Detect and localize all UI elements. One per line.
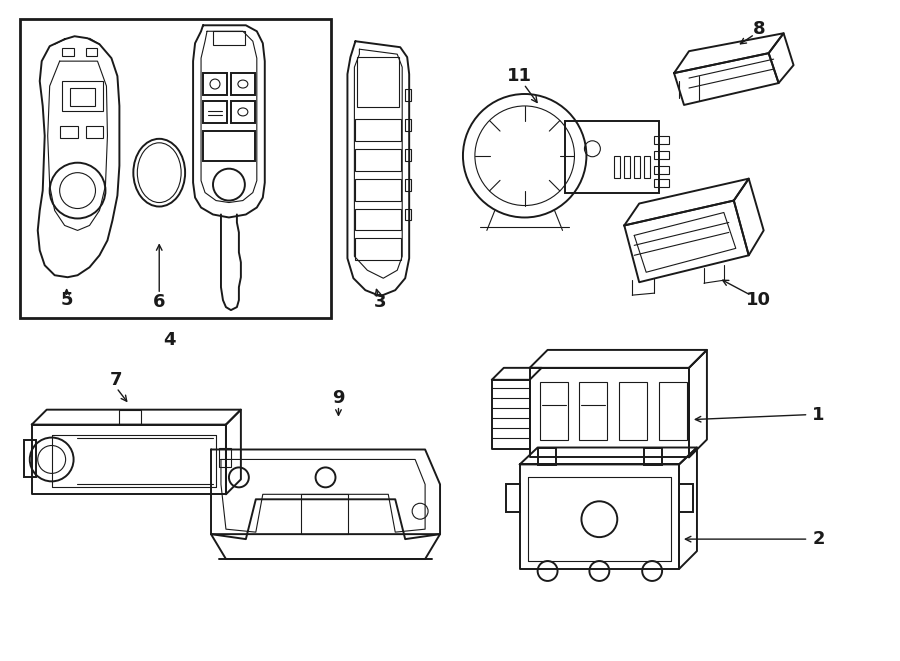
Bar bbox=[625, 156, 630, 178]
Bar bbox=[405, 119, 411, 131]
Text: 11: 11 bbox=[508, 67, 532, 85]
Text: 2: 2 bbox=[812, 530, 824, 548]
Bar bbox=[654, 136, 669, 144]
Bar bbox=[356, 239, 401, 260]
Bar bbox=[405, 178, 411, 190]
Bar bbox=[405, 208, 411, 221]
Bar bbox=[20, 19, 330, 318]
Text: 7: 7 bbox=[110, 371, 122, 389]
Bar bbox=[405, 149, 411, 161]
Text: 9: 9 bbox=[332, 389, 345, 407]
Text: 6: 6 bbox=[153, 293, 166, 311]
Bar bbox=[213, 31, 245, 45]
Bar bbox=[61, 81, 104, 111]
Bar bbox=[564, 121, 659, 192]
Bar bbox=[644, 447, 662, 465]
Bar bbox=[356, 119, 401, 141]
Text: 5: 5 bbox=[60, 291, 73, 309]
Bar bbox=[405, 89, 411, 101]
Bar bbox=[619, 382, 647, 440]
Bar bbox=[203, 73, 227, 95]
Bar bbox=[540, 382, 568, 440]
Text: 1: 1 bbox=[812, 406, 824, 424]
Bar bbox=[356, 178, 401, 200]
Bar bbox=[654, 151, 669, 159]
Bar bbox=[356, 208, 401, 231]
Bar bbox=[231, 101, 255, 123]
Bar bbox=[219, 447, 231, 467]
Text: 4: 4 bbox=[163, 331, 176, 349]
Bar bbox=[86, 126, 104, 137]
Bar bbox=[61, 48, 74, 56]
Text: 8: 8 bbox=[752, 20, 765, 38]
Bar bbox=[537, 447, 555, 465]
Bar bbox=[654, 166, 669, 174]
Bar bbox=[69, 88, 95, 106]
Bar bbox=[506, 485, 519, 512]
Bar bbox=[231, 73, 255, 95]
Bar bbox=[659, 382, 687, 440]
Bar bbox=[580, 382, 608, 440]
Bar bbox=[644, 156, 650, 178]
Bar bbox=[634, 156, 640, 178]
Bar bbox=[615, 156, 620, 178]
Bar bbox=[654, 178, 669, 186]
Text: 3: 3 bbox=[374, 293, 386, 311]
Bar bbox=[120, 410, 141, 424]
Bar bbox=[679, 485, 693, 512]
Bar bbox=[203, 131, 255, 161]
Bar bbox=[301, 494, 348, 534]
Text: 10: 10 bbox=[746, 291, 771, 309]
Bar bbox=[86, 48, 97, 56]
Bar bbox=[59, 126, 77, 137]
Bar bbox=[356, 149, 401, 171]
Bar bbox=[357, 57, 400, 107]
Bar bbox=[23, 440, 36, 477]
Bar bbox=[203, 101, 227, 123]
